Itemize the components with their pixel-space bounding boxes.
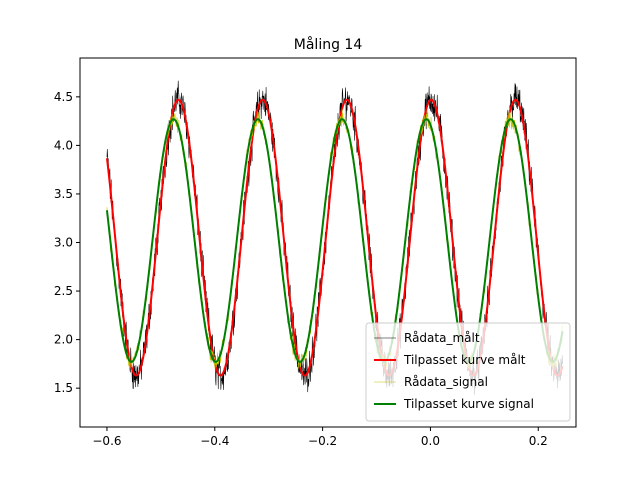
x-tick-label: −0.4 xyxy=(200,434,229,448)
x-axis: −0.6 −0.4 −0.2 0.0 0.2 xyxy=(92,427,548,448)
chart-title: Måling 14 xyxy=(294,36,363,53)
x-tick-label: 0.0 xyxy=(421,434,440,448)
x-tick-label: 0.2 xyxy=(529,434,548,448)
y-tick-label: 4.0 xyxy=(54,138,73,152)
legend-box xyxy=(365,322,571,422)
x-tick-label: −0.2 xyxy=(308,434,337,448)
y-tick-label: 1.5 xyxy=(54,381,73,395)
series-line-2 xyxy=(105,98,564,377)
series-layer xyxy=(105,80,564,395)
y-tick-label: 3.5 xyxy=(54,187,73,201)
legend-label: Tilpasset kurve målt xyxy=(403,353,526,367)
y-axis: 1.5 2.0 2.5 3.0 3.5 4.0 4.5 xyxy=(54,90,80,395)
x-tick-label: −0.6 xyxy=(92,434,121,448)
legend-label: Rådata_signal xyxy=(404,375,488,389)
series-line-4 xyxy=(105,118,564,363)
legend-label: Tilpasset kurve signal xyxy=(403,397,534,411)
y-tick-label: 3.0 xyxy=(54,236,73,250)
legend: Rådata_målt Tilpasset kurve målt Rådata_si… xyxy=(365,322,571,422)
y-tick-label: 2.5 xyxy=(54,284,73,298)
y-tick-label: 2.0 xyxy=(54,333,73,347)
legend-label: Rådata_målt xyxy=(404,331,480,345)
y-tick-label: 4.5 xyxy=(54,90,73,104)
